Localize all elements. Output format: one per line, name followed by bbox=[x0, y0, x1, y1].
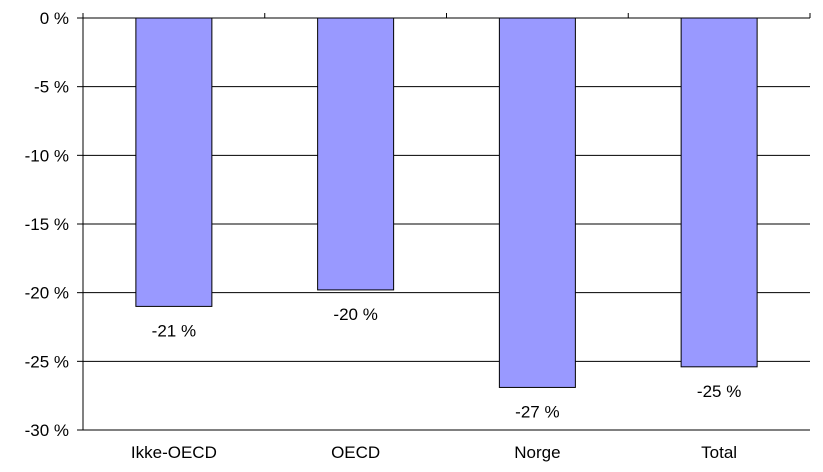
bar-total bbox=[680, 17, 758, 368]
data-label: -21 % bbox=[152, 321, 196, 340]
y-tick-label: -20 % bbox=[25, 284, 69, 303]
bar-ikke-oecd bbox=[135, 17, 213, 307]
x-tick-label: Norge bbox=[514, 443, 560, 462]
bar-norge bbox=[498, 17, 576, 388]
bars bbox=[135, 17, 758, 388]
data-label: -20 % bbox=[333, 305, 377, 324]
data-label: -25 % bbox=[697, 382, 741, 401]
y-tick-label: 0 % bbox=[40, 9, 69, 28]
x-tick-label: Ikke-OECD bbox=[131, 443, 217, 462]
data-labels: -21 % -20 % -27 % -25 % bbox=[152, 305, 742, 422]
y-tick-label: -25 % bbox=[25, 352, 69, 371]
bar-oecd bbox=[317, 17, 395, 291]
axes bbox=[77, 13, 811, 431]
y-tick-label: -30 % bbox=[25, 421, 69, 440]
x-tick-labels: Ikke-OECD OECD Norge Total bbox=[131, 443, 737, 462]
y-tick-label: -5 % bbox=[34, 78, 69, 97]
data-label: -27 % bbox=[515, 402, 559, 421]
x-tick-label: OECD bbox=[331, 443, 380, 462]
y-tick-label: -10 % bbox=[25, 146, 69, 165]
x-tick-label: Total bbox=[701, 443, 737, 462]
y-tick-labels: 0 % -5 % -10 % -15 % -20 % -25 % -30 % bbox=[25, 9, 69, 440]
y-tick-label: -15 % bbox=[25, 215, 69, 234]
